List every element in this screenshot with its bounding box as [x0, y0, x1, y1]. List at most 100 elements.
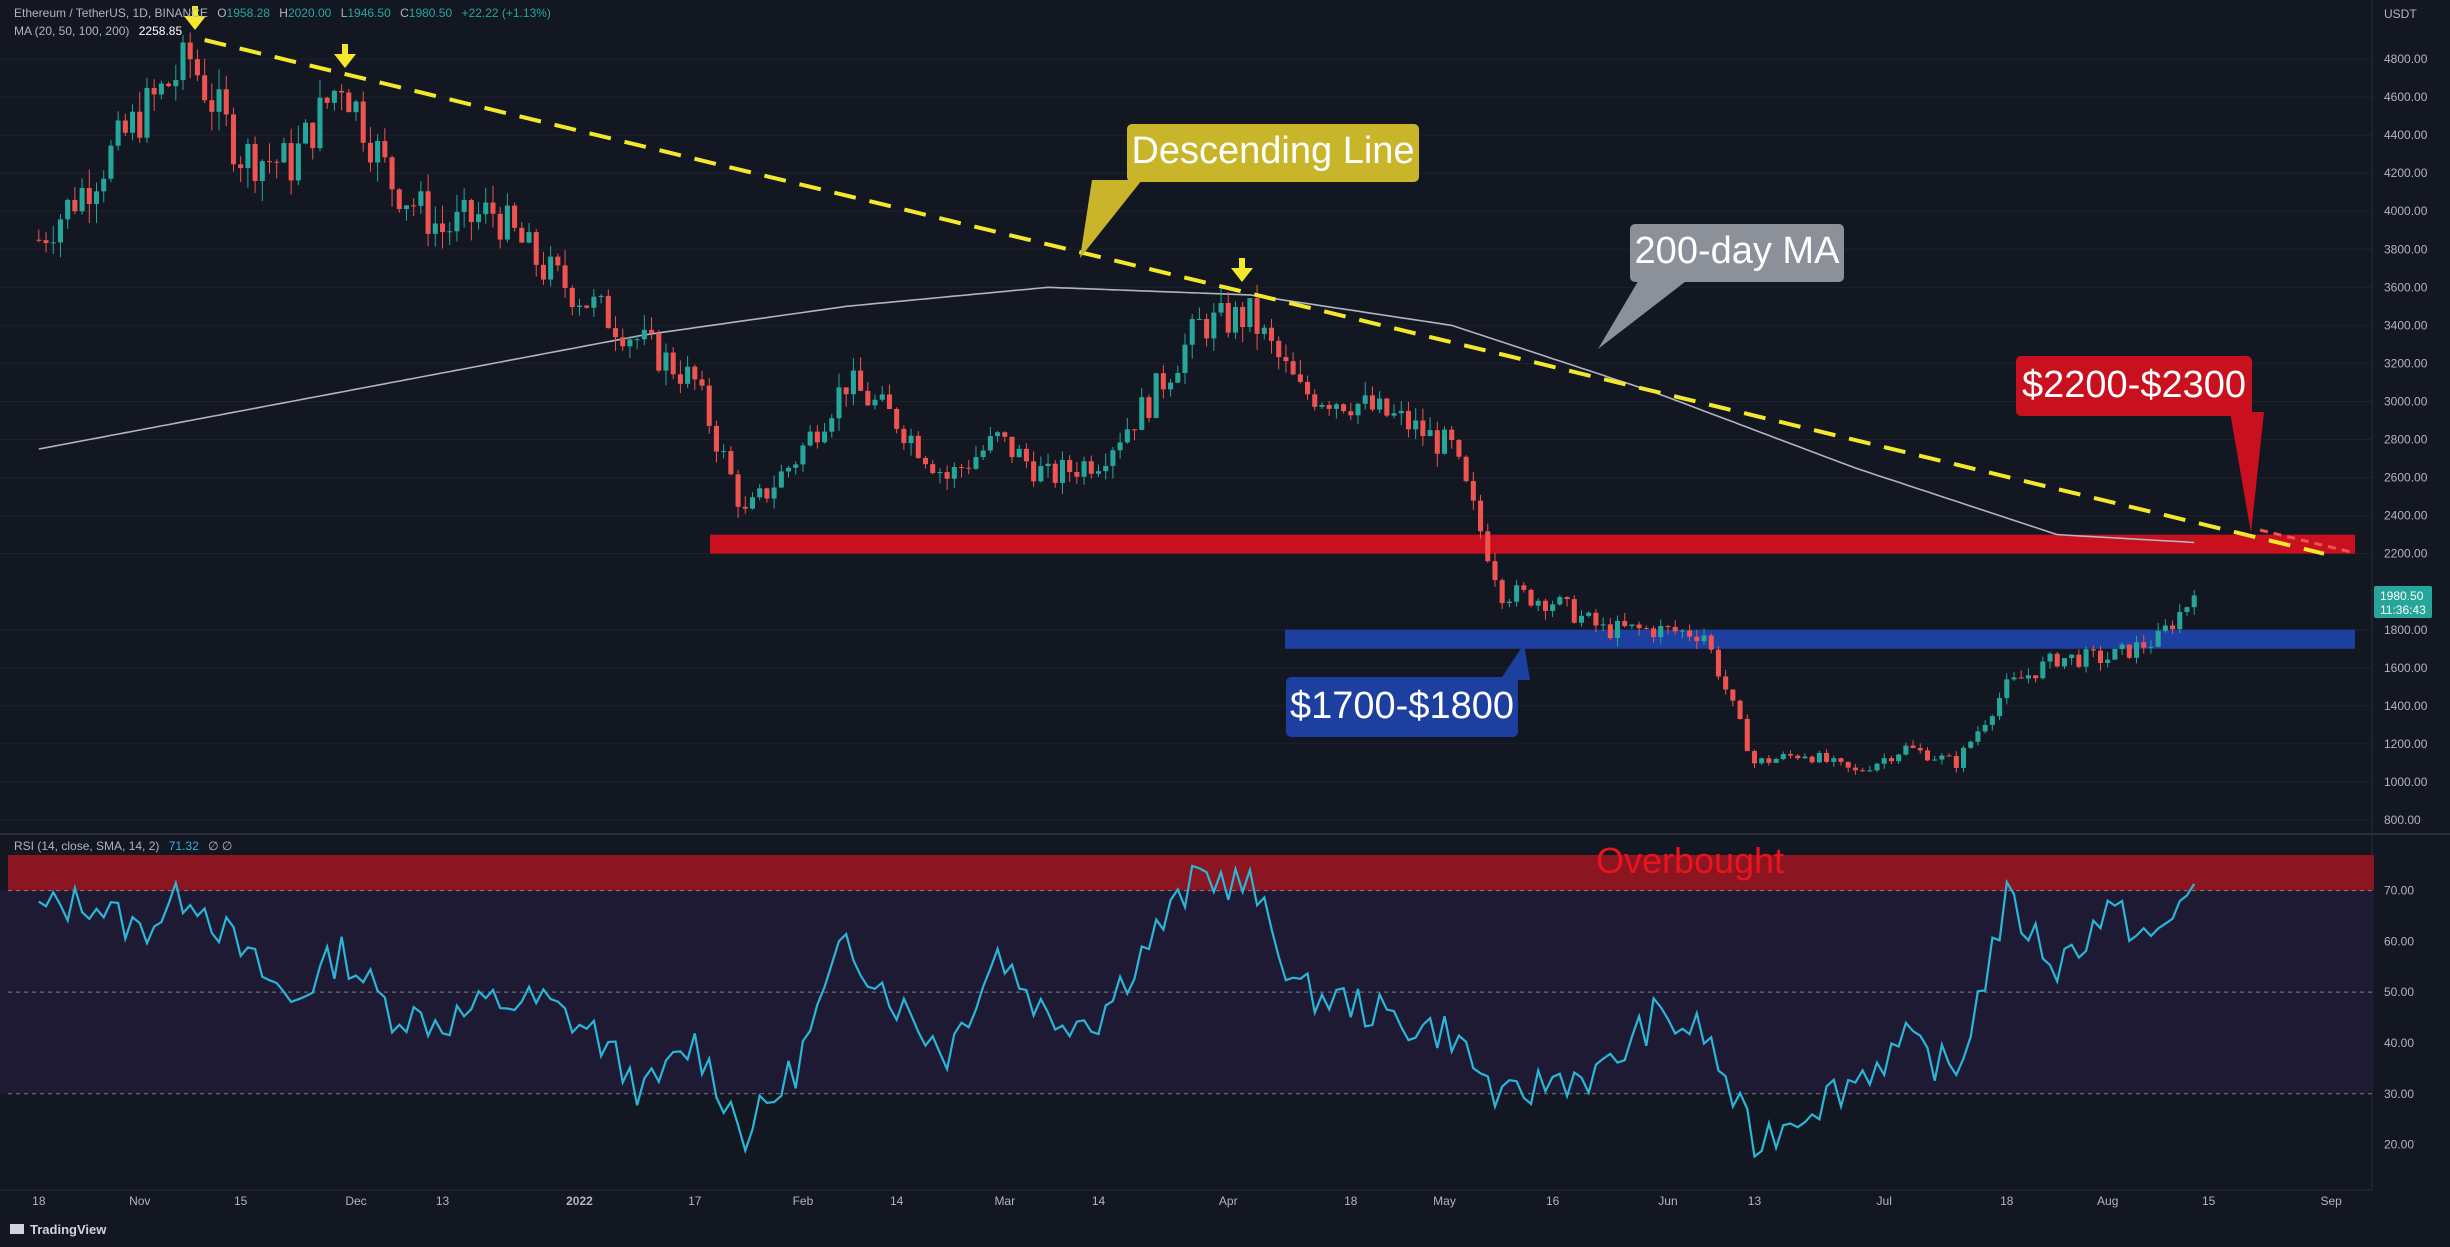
support-callout[interactable]: $1700-$1800	[1286, 644, 1530, 737]
candle	[1593, 612, 1599, 626]
candle	[786, 467, 792, 472]
time-axis[interactable]: 18 Nov 15 Dec 13 2022 17 Feb 14 Mar 14 Apr 18 May 16 Ju…	[32, 1194, 2342, 1208]
candle	[317, 97, 323, 149]
candle	[1723, 676, 1729, 690]
candle	[1787, 754, 1794, 756]
candle	[1261, 327, 1267, 334]
candle	[2177, 611, 2183, 630]
candle	[1737, 700, 1743, 719]
candle	[375, 141, 381, 163]
candle	[591, 296, 597, 308]
candle	[1290, 361, 1296, 375]
candle	[238, 164, 244, 169]
candle	[620, 337, 626, 347]
candle	[2033, 675, 2039, 679]
candle	[1961, 747, 1967, 768]
resistance-callout[interactable]: $2200-$2300	[2016, 356, 2264, 533]
price-tick: 2200.00	[2384, 547, 2428, 561]
candle	[389, 157, 395, 190]
candle	[180, 42, 186, 81]
candle	[1701, 635, 1707, 642]
candle	[836, 387, 842, 419]
candle	[396, 189, 402, 210]
candle	[778, 471, 784, 488]
candle	[512, 205, 518, 228]
candle	[1629, 624, 1635, 627]
candlestick-series	[36, 32, 2197, 775]
candle	[569, 288, 575, 308]
candle	[677, 374, 683, 384]
candle	[1989, 716, 1995, 725]
candle	[497, 213, 503, 240]
resistance-label: $2200-$2300	[2022, 364, 2246, 406]
candle	[490, 202, 496, 214]
candle	[930, 464, 936, 474]
candle	[1852, 767, 1858, 771]
ma200-line	[38, 286, 2195, 544]
candle	[2112, 648, 2118, 660]
candle	[36, 239, 42, 241]
candle	[1441, 429, 1448, 454]
candle	[1896, 754, 1902, 762]
candle	[598, 295, 604, 297]
candle	[1016, 448, 1022, 458]
candle	[245, 143, 251, 169]
candle	[1319, 404, 1325, 407]
candle	[1413, 420, 1419, 430]
ma200-callout[interactable]: 200-day MA	[1598, 224, 1844, 349]
candle	[713, 425, 719, 452]
rsi-axis: 70.00 60.00 50.00 40.00 30.00 20.00	[2384, 884, 2414, 1152]
support-zone[interactable]	[1285, 629, 2355, 649]
time-tick: 16	[1546, 1194, 1560, 1208]
candle	[2018, 677, 2024, 679]
candle	[331, 90, 337, 103]
candle	[57, 219, 63, 243]
resistance-zone[interactable]	[710, 534, 2355, 554]
candle	[1838, 758, 1844, 762]
candle	[2097, 650, 2104, 663]
price-axis-unit: USDT	[2384, 7, 2417, 21]
candle	[216, 89, 222, 112]
candle	[951, 466, 957, 479]
candle	[1218, 303, 1224, 313]
candle	[526, 232, 532, 243]
price-tick: 4200.00	[2384, 166, 2428, 180]
candle	[1751, 751, 1758, 764]
candle	[641, 329, 647, 340]
candle	[483, 202, 489, 215]
svg-text:MA (20, 50, 100, 200) 22: MA (20, 50, 100, 200) 2258.85	[14, 24, 182, 38]
candle	[1146, 397, 1152, 418]
candle	[1002, 432, 1008, 437]
descending-line-callout[interactable]: Descending Line	[1080, 124, 1419, 258]
candle	[627, 339, 633, 347]
candle	[822, 431, 828, 443]
candle	[43, 240, 49, 243]
candle	[1305, 381, 1311, 395]
peak-arrow-3	[1231, 258, 1253, 282]
candle	[1232, 306, 1238, 333]
candle	[1636, 624, 1642, 629]
candle	[1420, 420, 1426, 437]
candle	[346, 92, 352, 113]
candle	[1795, 755, 1801, 759]
time-tick: Aug	[2097, 1194, 2118, 1208]
candle	[461, 200, 467, 212]
rsi-tick: 40.00	[2384, 1036, 2414, 1050]
candle	[2040, 661, 2046, 679]
candle	[922, 457, 929, 465]
candle	[1059, 459, 1065, 483]
candle	[1297, 374, 1303, 382]
candle	[843, 387, 849, 395]
candle	[656, 333, 662, 371]
candle	[850, 370, 856, 395]
candle	[2054, 653, 2060, 667]
candle	[2061, 658, 2067, 667]
candle	[1377, 398, 1383, 410]
price-axis[interactable]: 4800.00 4600.00 4400.00 4200.00 4000.00 3800.…	[2384, 52, 2428, 827]
candle	[144, 88, 150, 138]
candle	[65, 199, 71, 220]
candle	[1391, 413, 1397, 416]
candle	[634, 339, 640, 341]
price-tick: 2400.00	[2384, 509, 2428, 523]
descending-trendline[interactable]	[204, 38, 2325, 556]
